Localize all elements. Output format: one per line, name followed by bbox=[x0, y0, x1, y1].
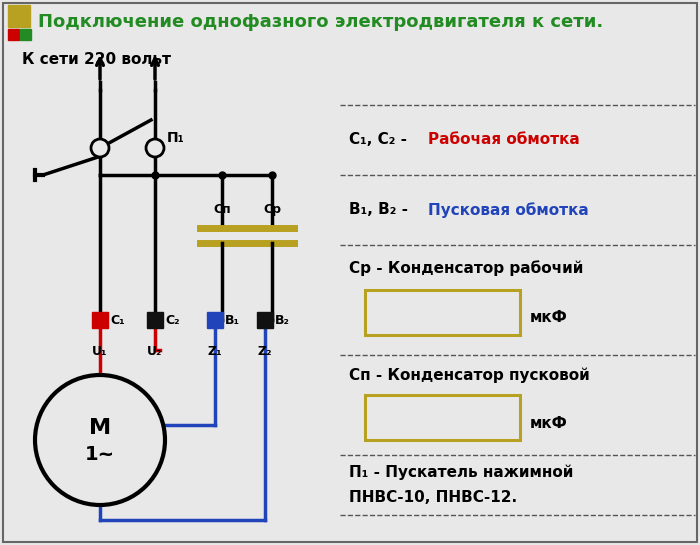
Text: П₁ - Пускатель нажимной: П₁ - Пускатель нажимной bbox=[349, 464, 573, 480]
Text: В₁, В₂ -: В₁, В₂ - bbox=[349, 203, 413, 217]
Text: С₂: С₂ bbox=[165, 313, 179, 326]
Text: В₁: В₁ bbox=[225, 313, 240, 326]
Bar bbox=[20, 29, 31, 40]
Bar bbox=[257, 312, 273, 328]
Text: Z₁: Z₁ bbox=[208, 345, 223, 358]
Text: В₂: В₂ bbox=[275, 313, 290, 326]
Text: К сети 220 вольт: К сети 220 вольт bbox=[22, 52, 171, 68]
Circle shape bbox=[91, 139, 109, 157]
Circle shape bbox=[35, 375, 165, 505]
Bar bbox=[8, 5, 30, 27]
Text: Рабочая обмотка: Рабочая обмотка bbox=[428, 132, 580, 148]
Text: мкФ: мкФ bbox=[530, 415, 568, 431]
Text: Ср: Ср bbox=[263, 203, 281, 216]
Bar bbox=[8, 29, 19, 40]
Text: ПНВС-10, ПНВС-12.: ПНВС-10, ПНВС-12. bbox=[349, 489, 517, 505]
Bar bbox=[147, 312, 163, 328]
Text: Подключение однофазного электродвигателя к сети.: Подключение однофазного электродвигателя… bbox=[38, 13, 603, 31]
Text: Z₂: Z₂ bbox=[258, 345, 272, 358]
Text: U₁: U₁ bbox=[92, 345, 108, 358]
Text: С₁, С₂ -: С₁, С₂ - bbox=[349, 132, 412, 148]
Text: 1~: 1~ bbox=[85, 445, 115, 463]
Bar bbox=[365, 395, 520, 440]
Bar bbox=[365, 290, 520, 335]
Text: Пусковая обмотка: Пусковая обмотка bbox=[428, 202, 589, 218]
Text: мкФ: мкФ bbox=[530, 311, 568, 325]
Text: М: М bbox=[89, 418, 111, 438]
Circle shape bbox=[146, 139, 164, 157]
Text: Ср - Конденсатор рабочий: Ср - Конденсатор рабочий bbox=[349, 260, 583, 276]
Text: П₁: П₁ bbox=[167, 131, 185, 145]
Text: U₂: U₂ bbox=[147, 345, 162, 358]
Text: Сп: Сп bbox=[214, 203, 231, 216]
Bar bbox=[92, 312, 108, 328]
Bar bbox=[207, 312, 223, 328]
Text: С₁: С₁ bbox=[110, 313, 125, 326]
Text: Сп - Конденсатор пусковой: Сп - Конденсатор пусковой bbox=[349, 367, 589, 383]
